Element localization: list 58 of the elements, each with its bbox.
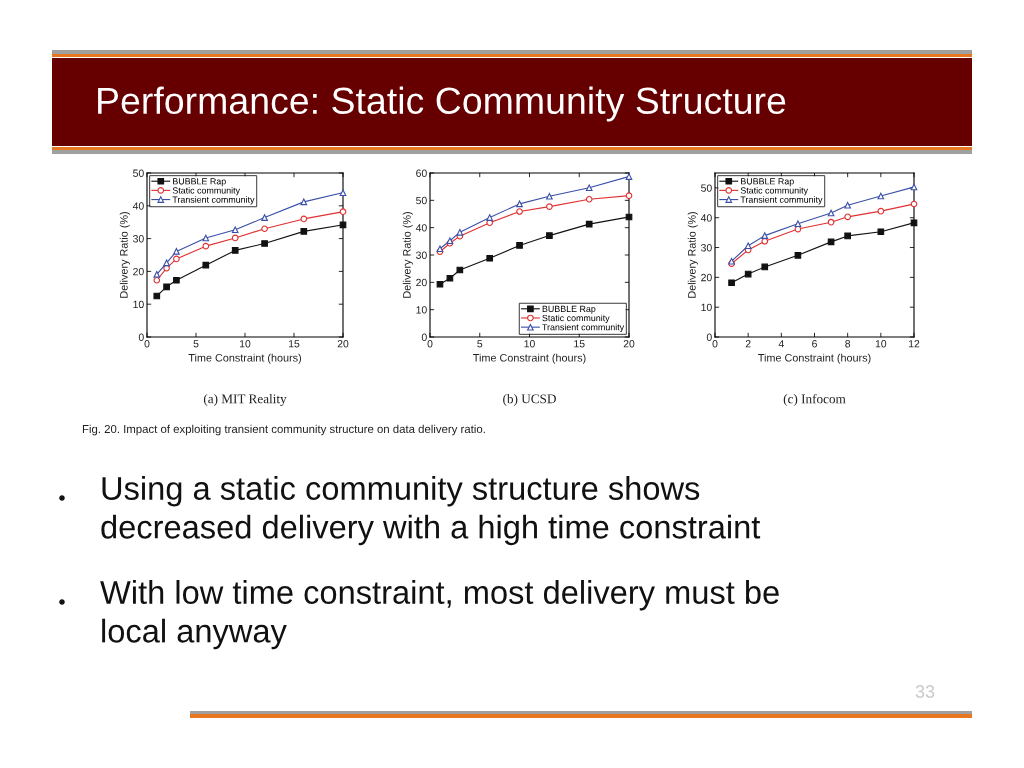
y-tick-label: 50 bbox=[701, 184, 712, 192]
x-tick-label: 20 bbox=[623, 340, 635, 348]
x-axis-title: Time Constraint (hours) bbox=[188, 353, 302, 364]
x-tick-label: 5 bbox=[193, 340, 199, 348]
y-tick-label: 30 bbox=[416, 251, 427, 259]
legend-label: Transient community bbox=[172, 196, 255, 205]
legend-label: Transient community bbox=[740, 196, 823, 205]
y-tick-label: 10 bbox=[416, 306, 427, 314]
y-tick-label: 0 bbox=[706, 333, 712, 341]
x-tick-label: 0 bbox=[712, 340, 718, 348]
text: Performance: Static Community Structure bbox=[98, 86, 786, 122]
x-tick-label: 10 bbox=[524, 340, 535, 348]
x-tick-label: 10 bbox=[240, 340, 251, 348]
x-tick-label: 12 bbox=[909, 340, 920, 348]
x-tick-label: 10 bbox=[875, 340, 887, 348]
y-tick-label: 10 bbox=[133, 300, 144, 309]
y-tick-label: 40 bbox=[132, 202, 144, 210]
text: (b) UCSD bbox=[503, 394, 556, 406]
y-tick-label: 40 bbox=[415, 224, 427, 232]
x-tick-label: 6 bbox=[812, 340, 817, 348]
y-tick-label: 0 bbox=[421, 333, 427, 341]
y-tick-label: 30 bbox=[701, 244, 712, 252]
legend-label: Static community bbox=[172, 187, 240, 196]
y-tick-label: 50 bbox=[416, 196, 427, 205]
legend-label: BUBBLE Rap bbox=[173, 178, 226, 187]
y-axis-title: Delivery Ratio (%) bbox=[687, 212, 698, 298]
y-tick-label: 0 bbox=[138, 333, 144, 341]
x-tick-label: 0 bbox=[144, 340, 150, 348]
y-tick-label: 20 bbox=[133, 267, 144, 276]
y-tick-label: 40 bbox=[700, 214, 712, 222]
x-tick-label: 15 bbox=[574, 340, 585, 348]
legend-label: Static community bbox=[740, 187, 808, 196]
x-axis-title: Time Constraint (hours) bbox=[473, 353, 586, 364]
x-tick-label: 4 bbox=[778, 340, 784, 348]
x-tick-label: 2 bbox=[745, 340, 751, 348]
legend-label: Transient community bbox=[542, 323, 625, 333]
x-tick-label: 0 bbox=[427, 340, 433, 348]
y-tick-label: 60 bbox=[416, 169, 427, 177]
y-tick-label: 20 bbox=[416, 278, 427, 287]
x-tick-label: 15 bbox=[289, 340, 300, 348]
text: Using a static community structure shows decreased delivery with a high time constraint bbox=[101, 476, 761, 546]
caption: Fig. 20. Impact of exploiting transient community structure on data delivery ratio. bbox=[82, 424, 485, 436]
legend-label: BUBBLE Rap bbox=[741, 178, 794, 187]
y-axis-title: Delivery Ratio (%) bbox=[402, 212, 413, 298]
y-tick-label: 50 bbox=[133, 169, 144, 177]
y-tick-label: 20 bbox=[701, 273, 712, 282]
legend-label: Static community bbox=[542, 314, 610, 323]
x-tick-label: 8 bbox=[845, 340, 851, 348]
legend-label: BUBBLE Rap bbox=[542, 305, 596, 314]
x-tick-label: 5 bbox=[477, 340, 483, 348]
y-axis-title: Delivery Ratio (%) bbox=[119, 212, 130, 298]
text: With low time constraint, most delivery must be local anyway bbox=[100, 580, 779, 650]
y-tick-label: 30 bbox=[133, 235, 144, 243]
y-tick-label: 10 bbox=[701, 303, 712, 312]
x-tick-label: 20 bbox=[337, 340, 349, 348]
text: (a) MIT Reality bbox=[203, 394, 287, 406]
text: (c) Infocom bbox=[783, 393, 846, 407]
x-axis-title: Time Constraint (hours) bbox=[758, 353, 871, 364]
